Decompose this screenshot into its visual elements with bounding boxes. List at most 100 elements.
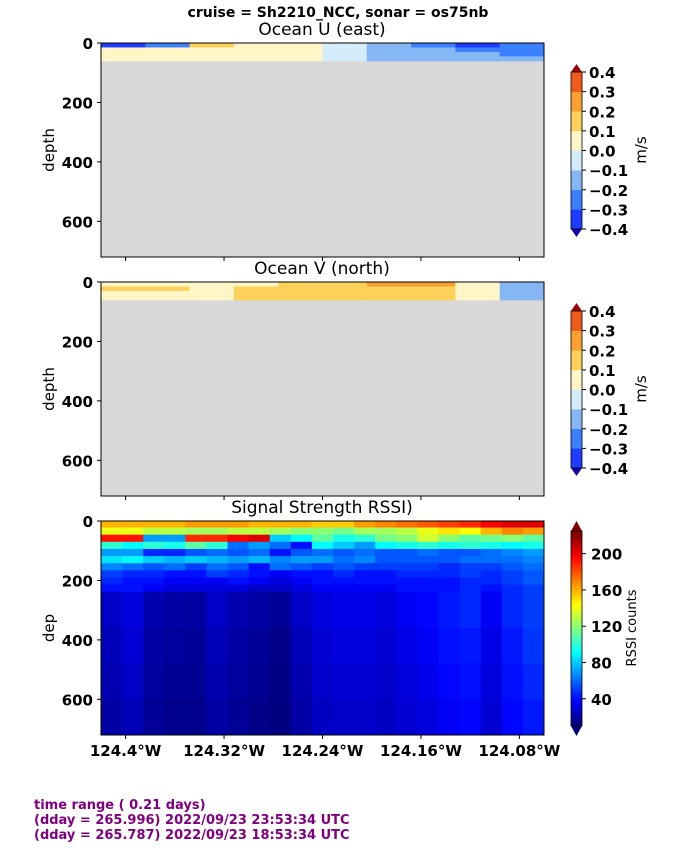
colorbar-gradient-step <box>571 641 582 646</box>
rssi-cell <box>438 577 461 586</box>
rssi-cell <box>248 534 271 543</box>
rssi-cell <box>185 556 207 564</box>
rssi-cell <box>438 570 461 578</box>
colorbar-gradient-step <box>571 599 582 603</box>
rssi-cell <box>438 591 461 629</box>
colorbar-gradient-step <box>571 713 582 717</box>
rssi-cell <box>375 556 397 564</box>
colorbar-tick-label: 0.2 <box>589 342 616 360</box>
velocity-cell <box>411 51 456 57</box>
rssi-cell <box>459 527 482 536</box>
rssi-cell <box>164 521 186 529</box>
colorbar-gradient-step <box>571 690 582 694</box>
velocity-cell <box>278 282 323 287</box>
velocity-cell <box>411 282 456 287</box>
colorbar-gradient-step <box>571 583 582 587</box>
rssi-cell <box>101 627 123 664</box>
velocity-cell <box>411 56 456 62</box>
rssi-cell <box>227 699 250 736</box>
rssi-cell <box>227 541 250 550</box>
rssi-cell <box>501 699 524 736</box>
rssi-cell <box>143 663 165 700</box>
rssi-cell <box>290 627 313 664</box>
rssi-cell <box>248 577 271 586</box>
rssi-cell <box>290 699 313 736</box>
rssi-cell <box>206 521 229 529</box>
colorbar-frame <box>570 530 583 727</box>
rssi-cell <box>311 541 334 550</box>
rssi-cell <box>354 541 376 550</box>
velocity-cell <box>455 43 501 48</box>
rssi-cell <box>101 577 123 586</box>
rssi-cell <box>438 541 461 550</box>
rssi-cell <box>311 521 334 529</box>
rssi-cell <box>333 548 355 557</box>
velocity-cell <box>233 282 279 287</box>
rssi-cell <box>101 563 123 571</box>
colorbar-gradient-step <box>571 706 582 711</box>
rssi-cell <box>417 663 440 700</box>
velocity-cell <box>233 56 279 62</box>
colorbar-segment <box>571 189 582 210</box>
rssi-cell <box>480 577 503 586</box>
rssi-cell <box>375 521 397 529</box>
velocity-cell <box>455 295 501 301</box>
rssi-cell <box>185 563 207 571</box>
colorbar-gradient-step <box>571 560 582 564</box>
x-tick-label: 124.24°W <box>282 742 364 760</box>
rssi-cell <box>375 627 397 664</box>
rssi-cell <box>480 570 503 578</box>
colorbar-gradient-step <box>571 557 582 561</box>
colorbar-gradient-step <box>571 700 582 704</box>
rssi-cell <box>522 577 545 586</box>
rssi-cell <box>164 548 186 557</box>
rssi-cell <box>438 556 461 564</box>
velocity-cell <box>322 286 368 292</box>
rssi-cell <box>101 556 123 564</box>
colorbar-gradient-step <box>571 596 582 600</box>
colorbar-gradient-step <box>571 677 582 681</box>
rssi-cell <box>122 521 144 529</box>
rssi-cell <box>480 591 503 629</box>
rssi-cell <box>311 548 334 557</box>
colorbar-gradient-step <box>571 716 582 720</box>
velocity-cell <box>322 282 368 287</box>
rssi-cell <box>311 699 334 736</box>
colorbar-gradient-step <box>571 635 582 639</box>
panel-u-plot: 0 200 400 600 <box>62 35 545 261</box>
rssi-cell <box>269 527 292 536</box>
colorbar-gradient-step <box>571 612 582 616</box>
rssi-cell <box>269 556 292 564</box>
rssi-cell <box>354 556 376 564</box>
rssi-cell <box>501 521 524 529</box>
rssi-cell <box>375 534 397 543</box>
velocity-cell <box>189 286 235 292</box>
rssi-cell <box>185 570 207 578</box>
rssi-cell <box>354 591 376 629</box>
figure-suptitle: cruise = Sh2210_NCC, sonar = os75nb <box>188 5 489 21</box>
rssi-cell <box>143 584 165 593</box>
x-tick-label: 124.32°W <box>183 742 265 760</box>
rssi-cell <box>143 527 165 536</box>
rssi-cell <box>396 563 418 571</box>
rssi-cell <box>143 548 165 557</box>
rssi-cell <box>501 556 524 564</box>
rssi-cell <box>375 577 397 586</box>
rssi-cell <box>438 521 461 529</box>
velocity-cell <box>101 51 146 57</box>
colorbar-gradient-step <box>571 651 582 655</box>
panel-u-colorbar-label: m/s <box>632 136 650 164</box>
colorbar-tick-label: −0.3 <box>589 440 628 458</box>
rssi-cell <box>354 699 376 736</box>
x-tick-label: 124.08°W <box>478 742 560 760</box>
rssi-cell <box>417 591 440 629</box>
rssi-cell <box>143 699 165 736</box>
rssi-cell <box>333 527 355 536</box>
velocity-cell <box>278 51 323 57</box>
rssi-cell <box>122 584 144 593</box>
rssi-cell <box>269 563 292 571</box>
rssi-cell <box>417 699 440 736</box>
velocity-cell <box>366 43 412 48</box>
rssi-cell <box>354 663 376 700</box>
rssi-cell <box>522 627 545 664</box>
